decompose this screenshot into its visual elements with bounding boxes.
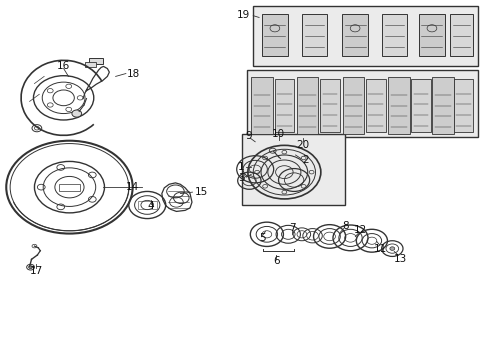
Circle shape <box>72 110 81 117</box>
Text: 8: 8 <box>342 221 348 231</box>
Text: 1: 1 <box>237 162 244 172</box>
Text: 12: 12 <box>353 225 366 235</box>
Text: 19: 19 <box>237 10 250 20</box>
Bar <box>274 79 293 132</box>
Bar <box>89 58 102 64</box>
Bar <box>241 134 344 205</box>
Bar <box>431 77 453 134</box>
Text: 15: 15 <box>195 187 208 197</box>
Bar <box>449 14 472 56</box>
Text: 7: 7 <box>288 223 295 233</box>
Bar <box>341 14 368 56</box>
Bar <box>137 202 157 208</box>
Text: 4: 4 <box>147 201 154 211</box>
Bar <box>387 77 409 134</box>
Bar <box>251 77 272 134</box>
Text: 5: 5 <box>259 233 266 243</box>
Text: 2: 2 <box>302 155 308 165</box>
Text: 20: 20 <box>296 140 309 150</box>
Bar <box>261 14 287 56</box>
Text: 17: 17 <box>30 266 43 276</box>
Bar <box>381 14 406 56</box>
Text: 13: 13 <box>393 253 406 264</box>
Text: 10: 10 <box>271 129 285 139</box>
Bar <box>253 6 477 66</box>
Text: 6: 6 <box>272 256 279 266</box>
Text: 9: 9 <box>244 131 251 141</box>
Circle shape <box>29 266 32 269</box>
Text: 11: 11 <box>373 244 386 253</box>
Bar <box>342 77 364 134</box>
Circle shape <box>389 247 394 250</box>
Bar <box>410 79 430 132</box>
Text: 14: 14 <box>125 182 139 192</box>
Bar <box>418 14 445 56</box>
Bar <box>247 70 477 137</box>
Text: 18: 18 <box>126 68 140 78</box>
Text: 3: 3 <box>237 173 244 183</box>
Bar <box>453 79 472 132</box>
Bar <box>296 77 318 134</box>
Text: 16: 16 <box>57 61 70 71</box>
Bar <box>301 14 326 56</box>
Bar <box>59 184 80 191</box>
Bar <box>320 79 339 132</box>
Bar <box>85 63 96 67</box>
Bar <box>366 79 385 132</box>
